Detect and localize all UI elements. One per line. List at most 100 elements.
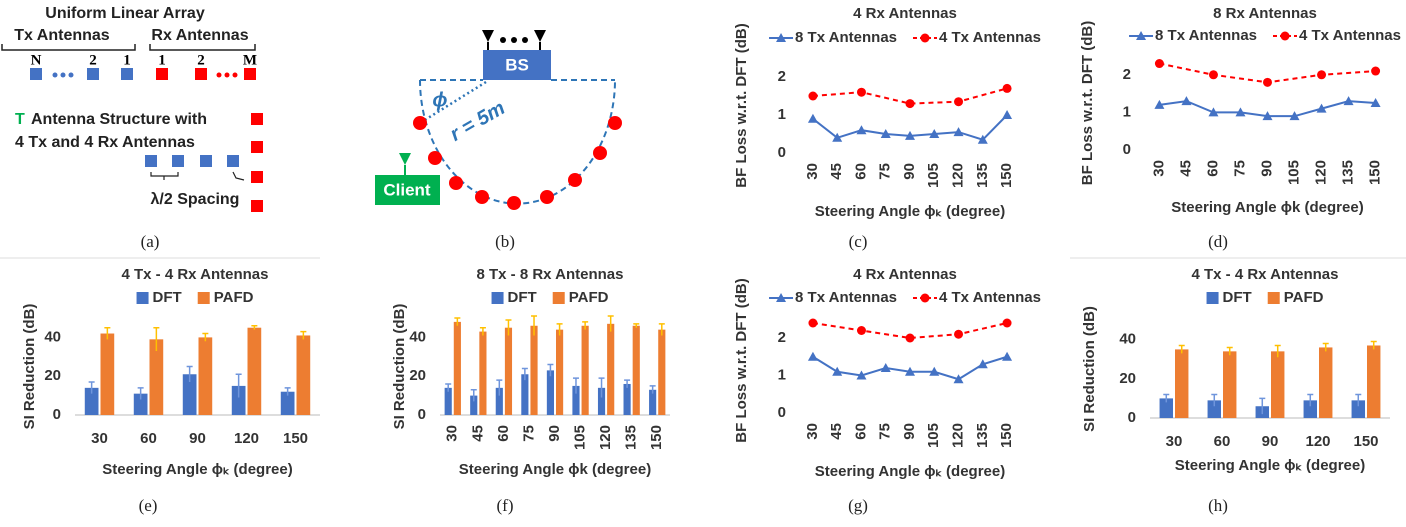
y-tick-label: 1 [778, 366, 786, 383]
rx-label: Rx Antennas [151, 27, 248, 44]
x-axis-label: Steering Angle ϕk (degree) [459, 461, 651, 478]
y-tick-label: 40 [44, 328, 61, 345]
legend-label: 8 Tx Antennas [1155, 27, 1257, 44]
point [1317, 70, 1326, 79]
x-tick-label: 45 [828, 423, 845, 440]
rx-index: 1 [158, 52, 166, 68]
y-tick-label: 0 [778, 404, 786, 421]
legend-label: 8 Tx Antennas [795, 29, 897, 46]
legend-label: PAFD [569, 289, 609, 306]
structure-text: 4 Tx and 4 Rx Antennas [15, 134, 195, 151]
point [857, 88, 866, 97]
x-tick-label: 60 [852, 423, 869, 440]
bar [1319, 347, 1332, 418]
y-axis-label: SI Reduction (dB) [391, 304, 408, 430]
legend-label: 4 Tx Antennas [939, 289, 1041, 306]
point [1003, 319, 1012, 328]
x-tick-label: 150 [998, 423, 1015, 448]
diagram-title: Uniform Linear Array [45, 5, 205, 22]
caption: (h) [1208, 496, 1228, 515]
bar [101, 334, 115, 415]
x-tick-label: 60 [1214, 433, 1231, 450]
bar [547, 370, 554, 415]
point [808, 319, 817, 328]
y-tick-label: 0 [1123, 141, 1131, 158]
point [1155, 59, 1164, 68]
legend-marker [921, 34, 930, 43]
point [954, 97, 963, 106]
legend-label: PAFD [214, 289, 254, 306]
client-antenna [399, 153, 411, 165]
bar [445, 388, 452, 415]
bar [658, 330, 665, 415]
point [808, 352, 818, 361]
radius-label: r = 5m [446, 97, 509, 146]
x-tick-label: 75 [877, 423, 894, 440]
legend-marker [921, 294, 930, 303]
bracket [2, 44, 255, 50]
point [808, 92, 817, 101]
chart-title: 4 Rx Antennas [853, 5, 957, 22]
y-tick-label: 2 [778, 329, 786, 346]
legend-label: 4 Tx Antennas [939, 29, 1041, 46]
x-tick-label: 45 [1177, 160, 1194, 177]
x-tick-label: 90 [1262, 433, 1279, 450]
x-axis-label: Steering Angle ϕk (degree) [1171, 199, 1363, 216]
x-tick-label: 150 [998, 163, 1015, 188]
structure-letter: T [15, 111, 25, 128]
x-tick-label: 150 [1367, 160, 1384, 185]
y-tick-label: 20 [1119, 370, 1136, 387]
spacing-brace [151, 172, 244, 180]
bar [1271, 351, 1284, 418]
legend-label: 8 Tx Antennas [795, 289, 897, 306]
bar [1175, 349, 1188, 418]
x-tick-label: 120 [1305, 433, 1330, 450]
point [906, 99, 915, 108]
x-tick-label: 105 [925, 423, 942, 448]
caption: (b) [495, 232, 515, 251]
y-axis-label: SI Reduction (dB) [21, 304, 38, 430]
y-tick-label: 20 [409, 367, 426, 384]
point [856, 125, 866, 134]
y-tick-label: 1 [1123, 103, 1131, 120]
bar [297, 335, 311, 415]
tx-index: N [31, 52, 42, 68]
x-tick-label: 30 [804, 423, 821, 440]
structure-text: Antenna Structure with [31, 111, 207, 128]
x-tick-label: 135 [974, 163, 991, 188]
x-tick-label: 90 [189, 430, 206, 447]
y-axis-label: BF Loss w.r.t. DFT (dB) [733, 278, 750, 442]
legend-label: PAFD [1284, 289, 1324, 306]
point [954, 330, 963, 339]
x-tick-label: 105 [1285, 160, 1302, 185]
bar [454, 322, 461, 415]
x-tick-label: 120 [949, 163, 966, 188]
x-axis-label: Steering Angle ϕₖ (degree) [1175, 457, 1365, 474]
point [1263, 78, 1272, 87]
bar [530, 326, 537, 415]
x-tick-label: 90 [546, 425, 563, 442]
x-axis-label: Steering Angle ϕₖ (degree) [815, 463, 1005, 480]
tx-label: Tx Antennas [14, 27, 110, 44]
caption: (f) [497, 496, 514, 515]
legend-marker [1281, 32, 1290, 41]
x-tick-label: 60 [852, 163, 869, 180]
point [906, 334, 915, 343]
point [881, 363, 891, 372]
x-tick-label: 45 [469, 425, 486, 442]
x-tick-label: 150 [648, 425, 665, 450]
bar [1223, 351, 1236, 418]
point [1209, 70, 1218, 79]
point [1371, 67, 1380, 76]
y-tick-label: 0 [418, 406, 426, 423]
legend-swatch [137, 292, 149, 304]
x-tick-label: 120 [234, 430, 259, 447]
y-tick-label: 2 [778, 68, 786, 85]
bar [624, 384, 631, 415]
chart-title: 4 Rx Antennas [853, 266, 957, 283]
x-tick-label: 90 [1258, 160, 1275, 177]
x-tick-label: 120 [949, 423, 966, 448]
x-tick-label: 120 [597, 425, 614, 450]
tx-index: 2 [89, 52, 97, 68]
x-tick-label: 90 [901, 423, 918, 440]
